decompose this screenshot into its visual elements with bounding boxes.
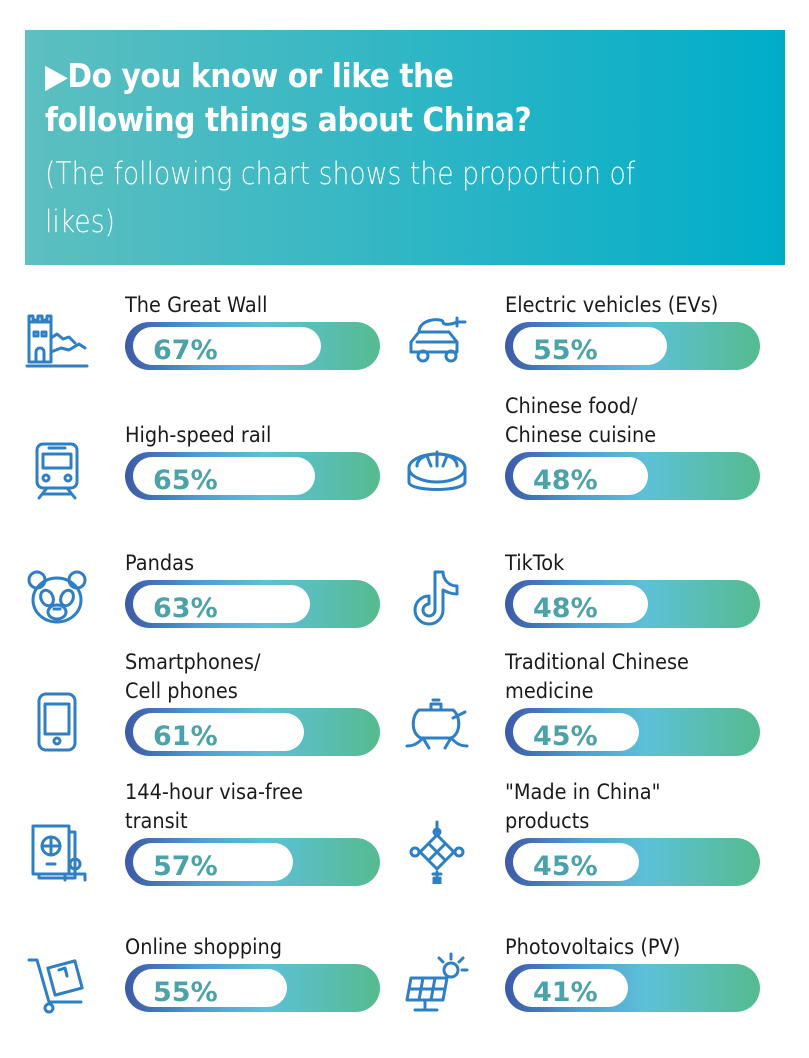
bar-fill: 65% (133, 457, 316, 496)
chart-item: Pandas 63% (25, 510, 415, 628)
bar-fill: 61% (133, 713, 305, 752)
bar-track: 63% (125, 580, 380, 628)
chart-item: Traditional Chinese medicine 45% (405, 638, 795, 756)
bar-fill: 48% (513, 585, 648, 624)
chart-item: Electric vehicles (EVs) 55% (405, 252, 795, 370)
bar-track: 45% (505, 708, 760, 756)
bar-track: 48% (505, 580, 760, 628)
item-label: 144-hour visa-free transit (125, 780, 304, 833)
herbal-pot-icon (405, 698, 469, 750)
bar-fill: 41% (513, 969, 628, 1008)
smartphone-icon (37, 692, 77, 752)
value-label: 61% (153, 721, 218, 752)
bar-track: 55% (505, 322, 760, 370)
bar-track: 61% (125, 708, 380, 756)
item-label: Traditional Chinese medicine (505, 650, 689, 703)
page-title: ▶Do you know or like the following thing… (45, 54, 675, 142)
value-label: 45% (533, 721, 598, 752)
bar-track: 67% (125, 322, 380, 370)
panda-icon (27, 570, 87, 624)
chart-item: 144-hour visa-free transit 57% (25, 768, 415, 886)
passport-icon (31, 824, 87, 882)
bar-fill: 48% (513, 457, 648, 496)
solar-panel-icon (405, 952, 469, 1012)
bar-track: 57% (125, 838, 380, 886)
bar-track: 65% (125, 452, 380, 500)
electric-car-icon (409, 316, 467, 363)
header-banner: ▶Do you know or like the following thing… (25, 30, 785, 265)
train-icon (35, 442, 79, 500)
bar-track: 45% (505, 838, 760, 886)
value-label: 67% (153, 335, 218, 366)
item-label: Pandas (125, 551, 195, 575)
item-label: High-speed rail (125, 423, 272, 447)
page-subtitle: (The following chart shows the proportio… (45, 156, 636, 240)
chinese-knot-icon (409, 820, 465, 884)
value-label: 57% (153, 851, 218, 882)
item-label: TikTok (505, 551, 565, 575)
item-label: Smartphones/ Cell phones (125, 650, 261, 703)
value-label: 55% (533, 335, 598, 366)
value-label: 65% (153, 465, 218, 496)
value-label: 45% (533, 851, 598, 882)
chart-item: "Made in China" products 45% (405, 768, 795, 886)
chart-item: High-speed rail 65% (25, 382, 415, 500)
item-label: Electric vehicles (EVs) (505, 293, 719, 317)
value-label: 48% (533, 465, 598, 496)
chart-item: Online shopping 55% (25, 894, 415, 1014)
bar-fill: 55% (133, 969, 288, 1008)
value-label: 48% (533, 593, 598, 624)
bar-fill: 63% (133, 585, 310, 624)
chart-item: TikTok 48% (405, 510, 795, 628)
chart-item: Smartphones/ Cell phones 61% (25, 638, 415, 756)
chart-item: Photovoltaics (PV) 41% (405, 894, 795, 1012)
bar-fill: 45% (513, 713, 640, 752)
value-label: 63% (153, 593, 218, 624)
bar-fill: 57% (133, 843, 293, 882)
shopping-cart-icon (27, 958, 84, 1014)
bar-fill: 55% (513, 327, 668, 366)
dumpling-icon (407, 450, 467, 491)
tiktok-icon (413, 570, 459, 626)
value-label: 41% (533, 977, 598, 1008)
item-label: Photovoltaics (PV) (505, 935, 681, 959)
great-wall-icon (25, 314, 89, 368)
value-label: 55% (153, 977, 218, 1008)
bar-fill: 45% (513, 843, 640, 882)
chart-item: The Great Wall 67% (25, 252, 415, 370)
title-text: Do you know or like the following things… (45, 56, 532, 139)
item-label: Online shopping (125, 935, 283, 959)
triangle-marker-icon: ▶ (45, 56, 68, 95)
item-label: The Great Wall (125, 293, 268, 317)
bar-fill: 67% (133, 327, 321, 366)
chart-item: Chinese food/ Chinese cuisine 48% (405, 382, 795, 500)
bar-track: 48% (505, 452, 760, 500)
bar-track: 55% (125, 964, 380, 1012)
bar-track: 41% (505, 964, 760, 1012)
item-label: Chinese food/ Chinese cuisine (505, 394, 657, 447)
item-label: "Made in China" products (505, 780, 661, 833)
